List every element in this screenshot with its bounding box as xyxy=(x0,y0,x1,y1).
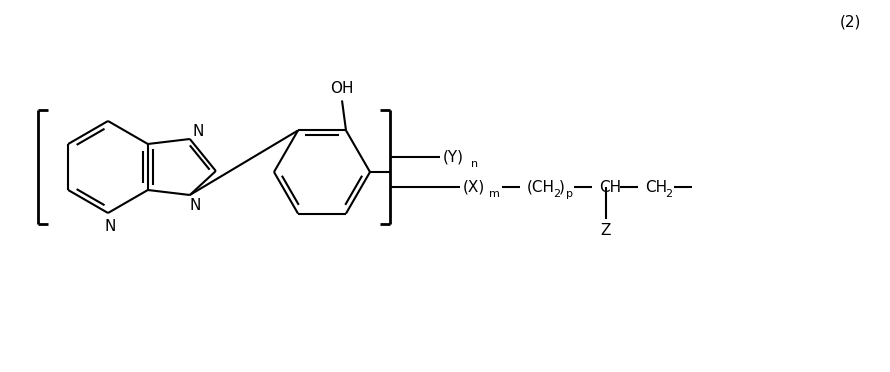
Text: N: N xyxy=(190,198,200,212)
Text: (CH: (CH xyxy=(527,180,555,195)
Text: OH: OH xyxy=(330,81,353,96)
Text: CH: CH xyxy=(599,180,621,195)
Text: (X): (X) xyxy=(463,180,485,195)
Text: N: N xyxy=(104,218,116,234)
Text: 2: 2 xyxy=(665,189,672,199)
Text: (2): (2) xyxy=(840,15,862,29)
Text: CH: CH xyxy=(645,180,668,195)
Text: 2: 2 xyxy=(553,189,560,199)
Text: n: n xyxy=(471,159,478,169)
Text: ): ) xyxy=(559,180,565,195)
Text: Z: Z xyxy=(601,222,611,237)
Text: m: m xyxy=(489,189,500,199)
Text: N: N xyxy=(192,124,204,138)
Text: (Y): (Y) xyxy=(443,150,464,164)
Text: p: p xyxy=(566,189,573,199)
